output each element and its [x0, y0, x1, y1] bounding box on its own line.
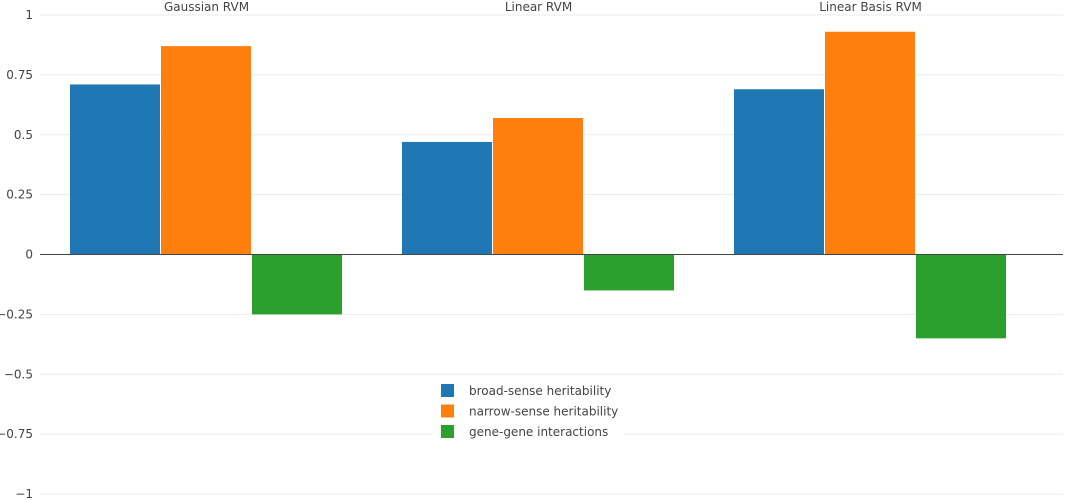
legend[interactable]: broad-sense heritability narrow-sense her… — [432, 378, 624, 440]
y-axis-ticks: 1 0.75 0.5 0.25 0 −0.25 −0.5 −0.75 −1 — [0, 8, 33, 501]
y-tick-label: −0.75 — [0, 427, 33, 441]
y-tick-label: 0.75 — [6, 68, 33, 82]
category-label: Linear RVM — [505, 0, 572, 14]
category-labels: Gaussian RVM Linear RVM Linear Basis RVM — [164, 0, 922, 14]
legend-background — [432, 378, 624, 440]
legend-swatch[interactable] — [441, 404, 454, 418]
y-tick-label: 0.25 — [6, 188, 33, 202]
bar-gene-gene-interactions-2[interactable] — [584, 254, 674, 291]
y-tick-label: 0.5 — [14, 128, 33, 142]
bar-broad-sense-heritability-3[interactable] — [734, 89, 824, 255]
bar-narrow-sense-heritability-2[interactable] — [493, 117, 583, 255]
bar-narrow-sense-heritability-3[interactable] — [825, 31, 915, 255]
y-tick-label: −1 — [15, 487, 33, 501]
bars — [70, 31, 1006, 339]
legend-label[interactable]: broad-sense heritability — [469, 384, 611, 398]
legend-swatch[interactable] — [441, 425, 454, 438]
bar-narrow-sense-heritability-1[interactable] — [161, 46, 251, 255]
y-tick-label: −0.5 — [4, 367, 33, 381]
bar-gene-gene-interactions-3[interactable] — [916, 254, 1006, 339]
category-label: Gaussian RVM — [164, 0, 249, 14]
bar-broad-sense-heritability-1[interactable] — [70, 84, 160, 255]
y-tick-label: −0.25 — [0, 307, 33, 321]
y-tick-label: 1 — [25, 8, 33, 22]
legend-label[interactable]: gene-gene interactions — [469, 425, 608, 439]
legend-label[interactable]: narrow-sense heritability — [469, 405, 618, 419]
category-label: Linear Basis RVM — [819, 0, 922, 14]
bar-gene-gene-interactions-1[interactable] — [252, 254, 342, 315]
y-tick-label: 0 — [25, 248, 33, 262]
bar-broad-sense-heritability-2[interactable] — [402, 141, 492, 255]
legend-swatch[interactable] — [441, 384, 454, 397]
